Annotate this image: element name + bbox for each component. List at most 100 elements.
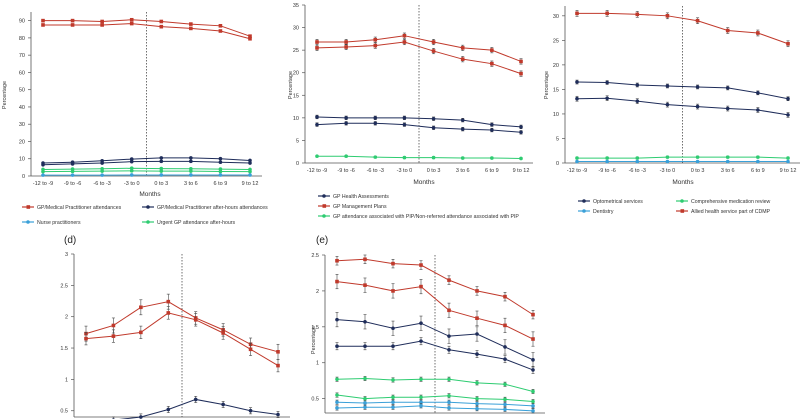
data-point: [665, 159, 670, 164]
y-tick-label: 0: [22, 174, 25, 180]
data-point: [139, 330, 143, 335]
legend-label: GP Health Assessments: [333, 194, 389, 200]
data-point: [218, 156, 223, 161]
x-tick-label: -9 to -6: [64, 181, 81, 187]
legend-marker: [582, 199, 586, 203]
legend-item: Nurse practitioners: [22, 220, 81, 226]
series-5: [335, 392, 535, 404]
y-tick-label: 20: [19, 139, 25, 145]
data-point: [166, 311, 171, 315]
data-point: [725, 159, 730, 164]
legend-marker: [582, 209, 586, 213]
data-point: [519, 71, 523, 76]
series-2: [315, 114, 523, 129]
y-tick-label: 50: [19, 88, 25, 94]
series-0: [84, 293, 280, 360]
data-point: [159, 19, 164, 24]
legend-item: Allied health service part of CDMP: [676, 209, 771, 215]
data-point: [635, 159, 640, 164]
data-point: [575, 156, 579, 160]
data-point: [503, 402, 507, 407]
data-point: [248, 408, 253, 413]
data-point: [665, 155, 670, 159]
y-tick-label: 70: [19, 53, 25, 59]
panel-a: 0 10 20 30 40 50 60 70 80 90 -12 to -9 -9 to -6 -6 t…: [2, 12, 268, 226]
series-line: [336, 405, 534, 412]
y-tick-label: 35: [293, 3, 299, 9]
data-point: [695, 155, 700, 159]
y-tick-label: 15: [553, 87, 559, 93]
legend-marker: [680, 199, 684, 203]
data-point: [475, 381, 479, 385]
data-point: [129, 166, 134, 171]
legend-label: Urgent GP attendance after-hours: [157, 220, 235, 226]
data-point: [189, 169, 193, 173]
data-point: [315, 154, 319, 159]
data-point: [531, 337, 535, 341]
series-1: [84, 306, 280, 373]
data-point: [419, 263, 423, 267]
y-tick-label: 30: [19, 122, 25, 128]
data-point: [665, 102, 670, 107]
series-line: [316, 41, 522, 75]
legend-item: GP/Medical Practitioner after-hours atte…: [142, 205, 268, 211]
legend-label: GP/Medical Practitioner attendances: [37, 205, 122, 211]
data-point: [248, 173, 252, 177]
data-point: [221, 402, 225, 407]
data-point: [419, 400, 423, 405]
data-point: [166, 407, 171, 412]
x-tick-label: 9 to 12: [242, 181, 259, 187]
data-point: [460, 118, 465, 122]
series-line: [316, 122, 522, 133]
data-point: [391, 289, 395, 293]
data-point: [159, 159, 164, 164]
y-axis-title: Percentage: [544, 71, 550, 99]
data-point: [475, 316, 479, 320]
series-0: [575, 10, 790, 48]
data-point: [460, 46, 465, 50]
data-point: [431, 40, 436, 44]
data-point: [363, 319, 367, 324]
data-point: [447, 308, 451, 313]
data-point: [431, 155, 436, 160]
x-axis-title: Months: [139, 191, 161, 198]
legend-item: GP Management Plans: [318, 204, 387, 210]
data-point: [41, 23, 45, 27]
data-point: [475, 332, 479, 336]
series-7: [335, 403, 535, 414]
data-point: [373, 37, 378, 42]
y-tick-label: 2: [316, 289, 319, 295]
data-point: [635, 12, 640, 17]
data-point: [248, 169, 252, 174]
data-point: [531, 312, 535, 317]
data-point: [276, 412, 280, 417]
legend-label: GP attendance associated with PIP/Non-re…: [333, 214, 519, 220]
panel-b: 0 5 10 15 20 25 30 35 -12 to -9 -9 to -6 -6 to -3 -…: [288, 3, 533, 220]
data-point: [41, 169, 45, 174]
y-tick-label: 5: [296, 138, 299, 144]
series-5: [41, 169, 252, 174]
data-point: [575, 11, 579, 16]
data-point: [129, 173, 134, 177]
legend-item: Urgent GP attendance after-hours: [142, 220, 235, 226]
data-point: [100, 19, 104, 24]
y-axis-title: Percentage: [2, 81, 8, 109]
x-tick-label: -9 to -6: [598, 168, 615, 174]
y-tick-label: 1: [316, 361, 319, 367]
y-axis-title: Percentage: [311, 326, 317, 354]
data-point: [786, 156, 790, 160]
data-point: [315, 115, 319, 119]
data-point: [460, 57, 465, 61]
data-point: [503, 382, 507, 387]
data-point: [756, 155, 760, 159]
x-tick-label: -12 to -9: [33, 181, 53, 187]
y-tick-label: 1.5: [60, 346, 68, 352]
y-tick-label: 0: [556, 161, 559, 167]
series-4: [335, 376, 535, 394]
data-point: [248, 36, 252, 41]
data-point: [490, 48, 494, 52]
data-point: [431, 49, 436, 53]
data-point: [665, 84, 670, 88]
data-point: [786, 96, 790, 101]
